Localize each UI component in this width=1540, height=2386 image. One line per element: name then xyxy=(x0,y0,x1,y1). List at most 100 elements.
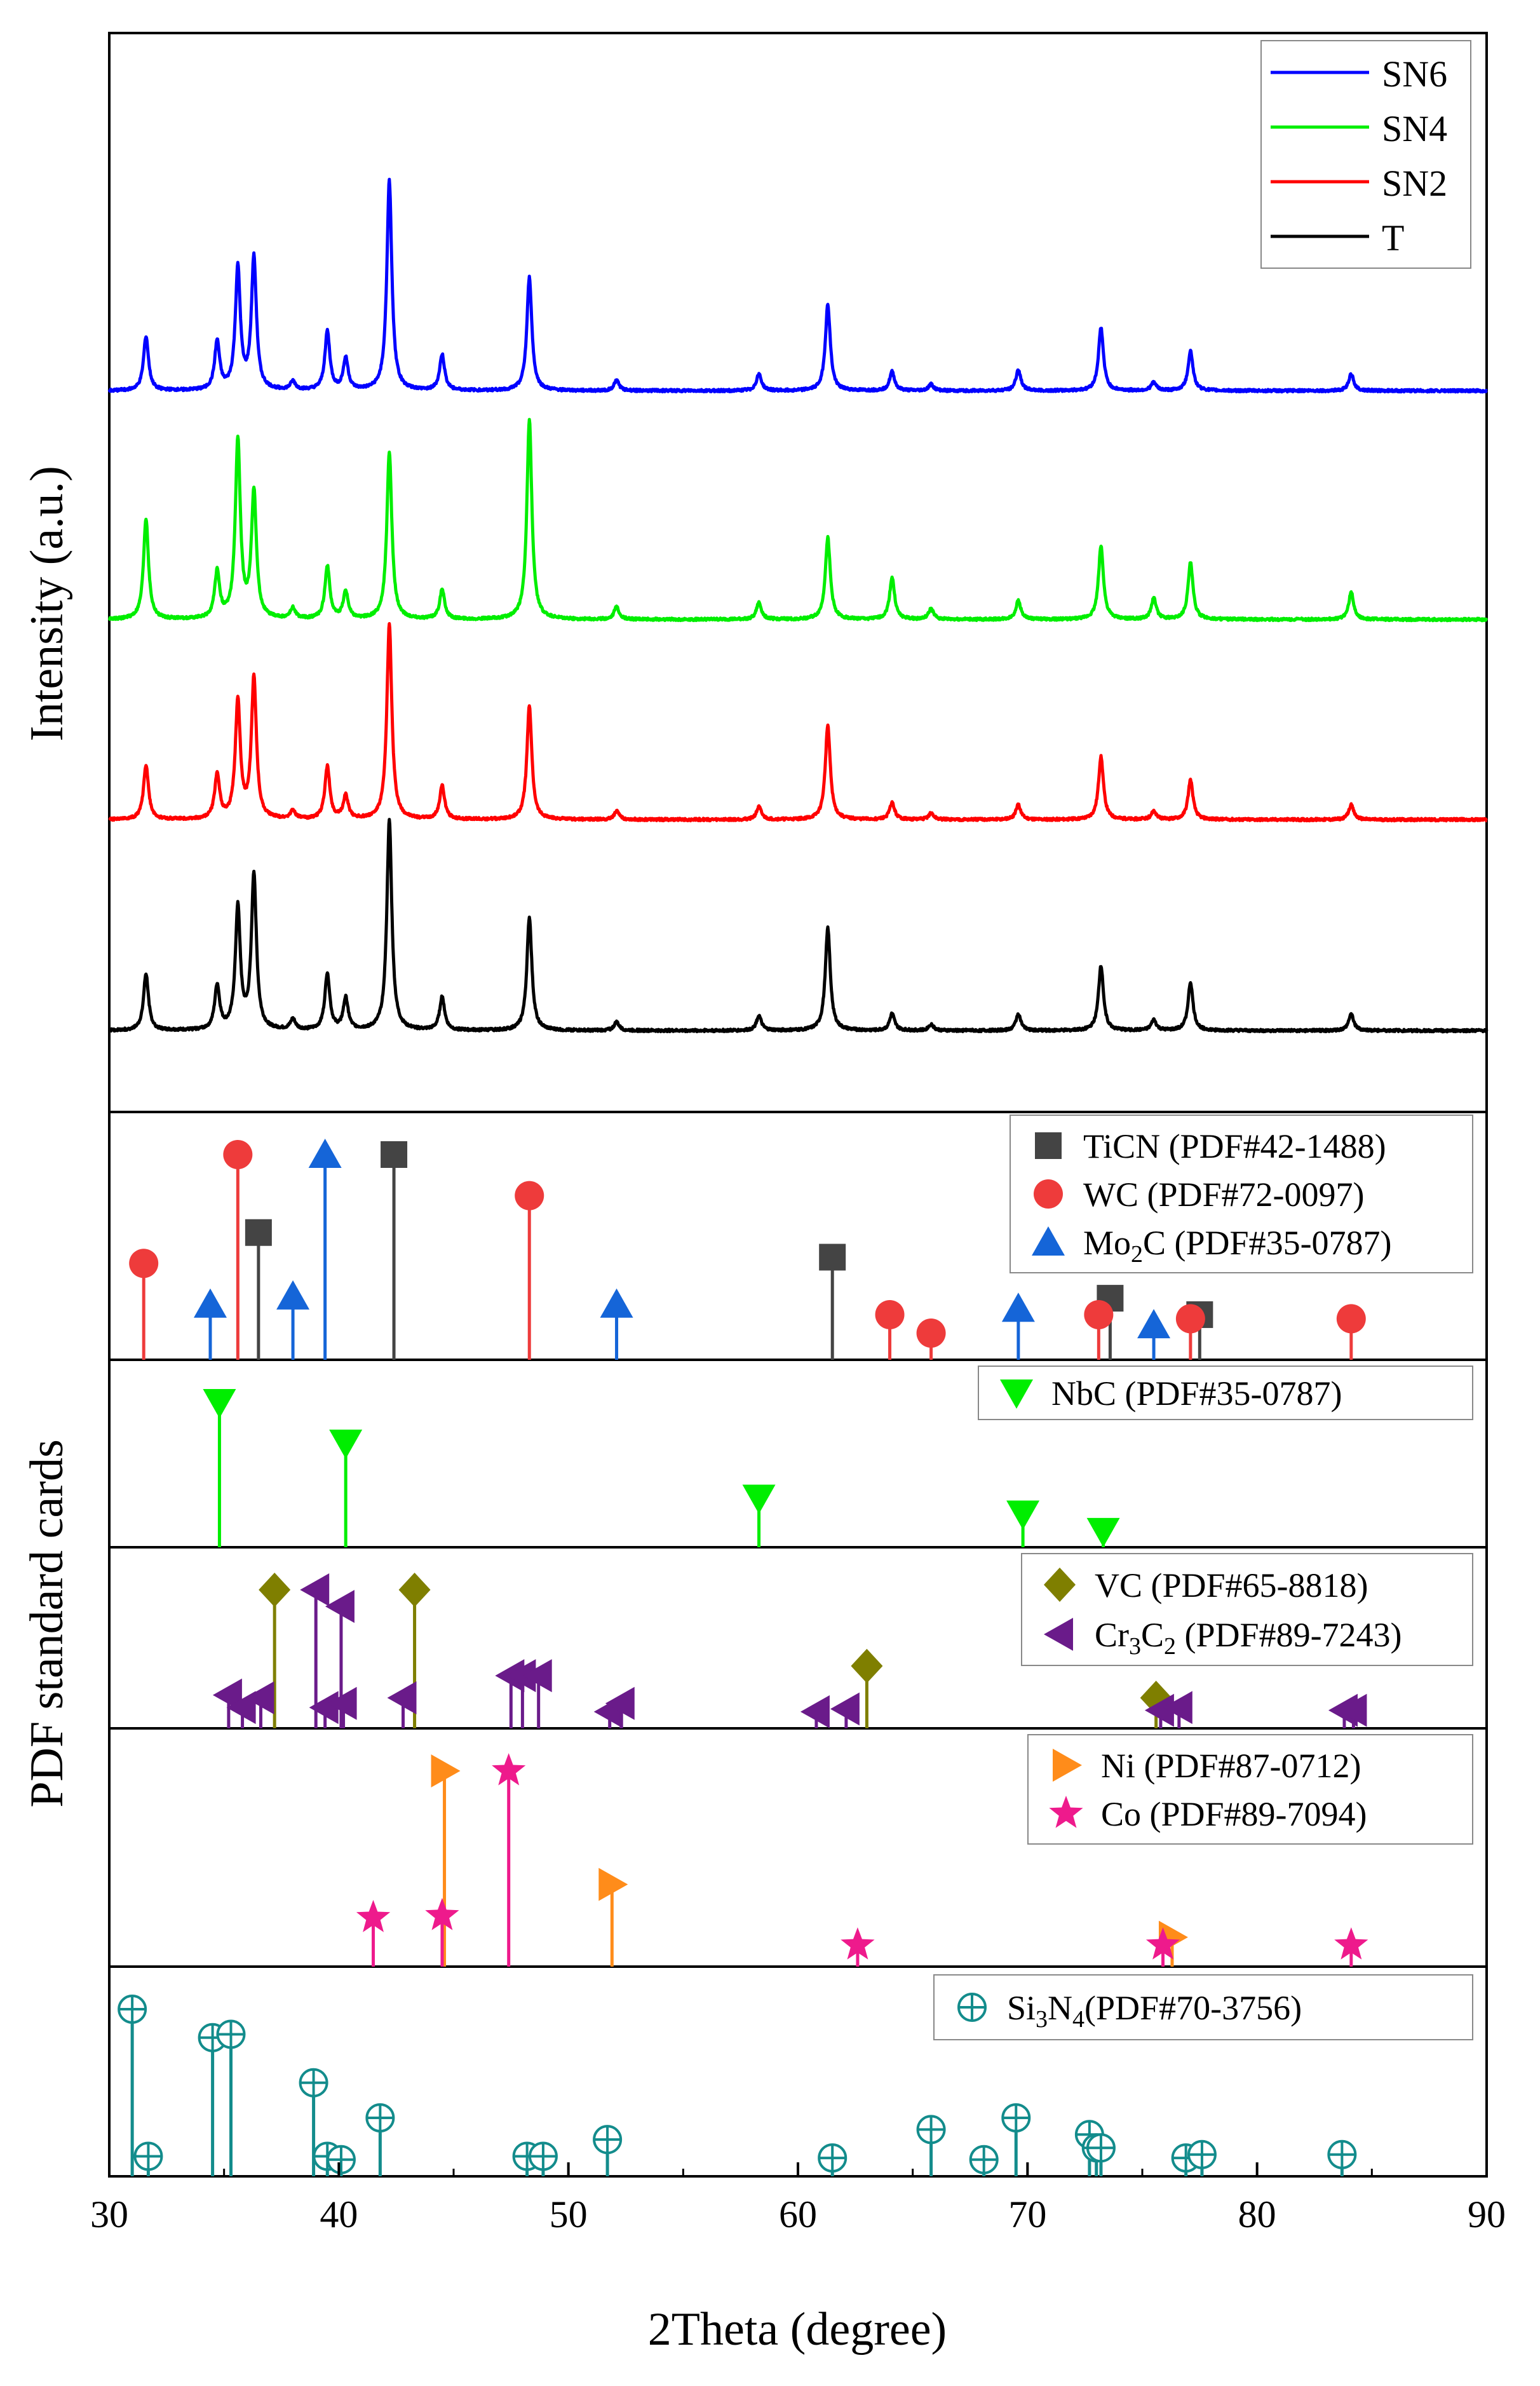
marker-circle xyxy=(875,1299,905,1329)
marker-triangle-left xyxy=(1337,1693,1367,1727)
xrd-line-sn4 xyxy=(107,417,1489,623)
x-tick-label: 70 xyxy=(1008,2193,1046,2235)
card-panel-2 xyxy=(203,1389,1120,1547)
marker-star xyxy=(356,1900,391,1932)
marker-triangle-right xyxy=(431,1754,461,1787)
x-tick-label: 60 xyxy=(779,2193,817,2235)
xrd-line-sn6 xyxy=(107,177,1488,394)
marker-circle xyxy=(129,1249,159,1278)
marker-triangle-left xyxy=(387,1681,417,1715)
legend-marker-square xyxy=(1035,1132,1062,1159)
marker-diamond xyxy=(259,1573,291,1607)
marker-triangle-down xyxy=(203,1389,236,1418)
marker-triangle-right xyxy=(598,1867,628,1901)
marker-square xyxy=(381,1141,408,1168)
marker-triangle-up xyxy=(1001,1292,1035,1322)
marker-triangle-up xyxy=(1137,1309,1171,1339)
marker-triangle-up xyxy=(193,1288,227,1318)
legend-marker-triangle-right xyxy=(1053,1749,1082,1782)
xrd-legend-box xyxy=(1260,40,1471,269)
marker-diamond xyxy=(398,1573,431,1607)
x-tick-label: 90 xyxy=(1468,2193,1506,2235)
plot-frame xyxy=(108,32,1488,2178)
marker-star xyxy=(425,1897,459,1930)
legend-label-sn6: SN6 xyxy=(1382,53,1447,95)
card-panel-3 xyxy=(212,1573,1367,1728)
legend-marker-diamond xyxy=(1044,1568,1076,1602)
card-panel-5 xyxy=(118,1995,1357,2176)
marker-triangle-down xyxy=(742,1484,776,1514)
legend-marker-triangle-left xyxy=(1044,1618,1073,1651)
xrd-patterns xyxy=(107,177,1489,1034)
marker-triangle-left xyxy=(800,1695,830,1728)
marker-circle xyxy=(1175,1304,1205,1334)
legend-label-t: T xyxy=(1382,217,1404,259)
marker-star xyxy=(1145,1927,1180,1960)
legend-label-card: Cr3C2 (PDF#89-7243) xyxy=(1095,1616,1402,1660)
card-legend-box-5 xyxy=(933,1974,1473,2040)
card-panel-4 xyxy=(356,1753,1368,1967)
legend-label-card: Co (PDF#89-7094) xyxy=(1101,1795,1367,1833)
legend-label-card: TiCN (PDF#42-1488) xyxy=(1083,1127,1386,1165)
marker-triangle-left xyxy=(327,1686,357,1720)
marker-triangle-left xyxy=(830,1692,860,1726)
pdf-card-panels xyxy=(118,1139,1368,2176)
marker-triangle-left xyxy=(1163,1691,1192,1725)
x-tick-label: 40 xyxy=(320,2193,358,2235)
legend-label-sn2: SN2 xyxy=(1382,163,1447,204)
marker-triangle-left xyxy=(522,1659,552,1693)
x-tick-label: 80 xyxy=(1238,2193,1276,2235)
xrd-line-sn2 xyxy=(108,622,1488,823)
card-legend-box-3 xyxy=(1021,1553,1473,1666)
y-axis-label-top: Intensity (a.u.) xyxy=(21,466,73,742)
marker-triangle-left xyxy=(605,1686,635,1720)
card-legend-box-4 xyxy=(1027,1734,1473,1845)
marker-triangle-up xyxy=(276,1280,310,1310)
legend-label-card: Ni (PDF#87-0712) xyxy=(1101,1747,1361,1785)
marker-circle xyxy=(1336,1304,1366,1334)
panel-frames xyxy=(108,32,1488,2178)
legend-label-sn4: SN4 xyxy=(1382,108,1447,149)
marker-triangle-left xyxy=(245,1681,274,1715)
xrd-line-t xyxy=(107,818,1489,1034)
x-tick-label: 50 xyxy=(550,2193,588,2235)
legend-label-card: VC (PDF#65-8818) xyxy=(1095,1566,1368,1604)
marker-triangle-left xyxy=(309,1691,339,1725)
marker-square xyxy=(245,1219,272,1246)
marker-circle xyxy=(916,1318,946,1348)
marker-triangle-down xyxy=(1086,1517,1120,1547)
marker-circle xyxy=(515,1181,544,1210)
marker-triangle-left xyxy=(1144,1693,1174,1727)
legend-label-card: NbC (PDF#35-0787) xyxy=(1051,1374,1342,1413)
marker-star xyxy=(492,1753,526,1786)
card-legend-box-2 xyxy=(978,1366,1473,1420)
marker-circle xyxy=(223,1140,253,1169)
legend-label-card: Si3N4(PDF#70-3756) xyxy=(1007,1989,1302,2033)
marker-triangle-up xyxy=(600,1288,633,1318)
x-axis-label: 2Theta (degree) xyxy=(648,2303,947,2355)
marker-triangle-left xyxy=(506,1659,536,1693)
marker-diamond xyxy=(851,1648,883,1683)
card-panel-1 xyxy=(129,1139,1366,1360)
legend-marker-circle xyxy=(1034,1179,1063,1209)
marker-triangle-up xyxy=(308,1139,342,1168)
legend-label-card: WC (PDF#72-0097) xyxy=(1083,1176,1365,1214)
marker-star xyxy=(841,1927,875,1960)
marker-circle xyxy=(1084,1299,1114,1329)
marker-triangle-down xyxy=(1006,1500,1040,1530)
y-axis-label-bottom: PDF standard cards xyxy=(21,1439,73,1808)
x-axis: 30 40 50 60 70 80 90 xyxy=(90,2162,1506,2235)
legends: SN6 SN4 SN2 T TiCN (PDF#42-1488) WC (PDF#72-0… xyxy=(933,40,1473,2040)
legend-marker-star xyxy=(1049,1796,1083,1828)
x-tick-label: 30 xyxy=(90,2193,128,2235)
marker-square xyxy=(819,1244,846,1271)
marker-triangle-left xyxy=(325,1590,355,1623)
legend-label-card: Mo2C (PDF#35-0787) xyxy=(1083,1224,1392,1268)
legend-marker-triangle-down xyxy=(1000,1379,1033,1409)
legend-marker-triangle-up xyxy=(1032,1226,1065,1256)
marker-star xyxy=(1334,1927,1368,1960)
card-legend-box-1 xyxy=(1010,1115,1473,1273)
marker-triangle-left xyxy=(300,1573,330,1606)
marker-triangle-down xyxy=(329,1429,363,1459)
